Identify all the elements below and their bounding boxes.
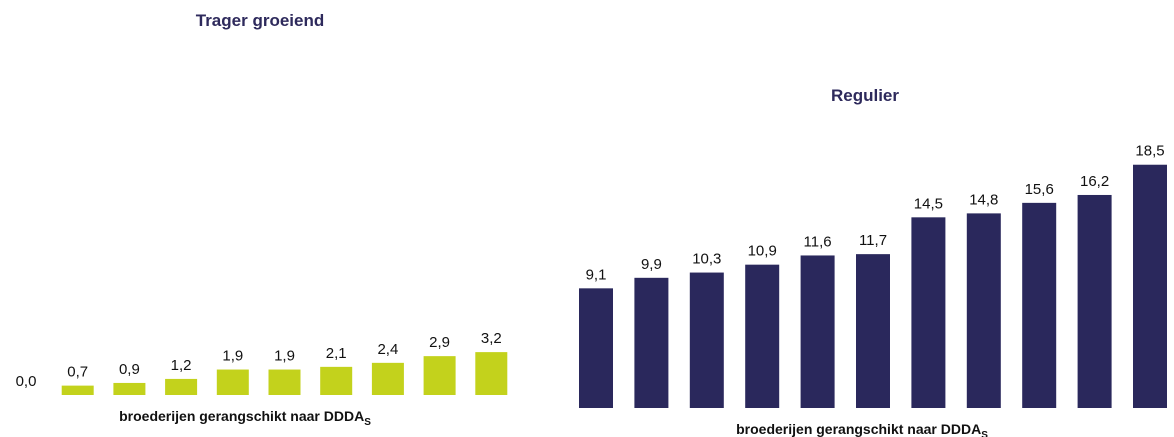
bar xyxy=(268,369,301,395)
axis-label-sub: S xyxy=(981,430,988,437)
bar xyxy=(745,264,780,408)
bar xyxy=(165,378,198,395)
value-label: 10,9 xyxy=(748,243,777,260)
value-label: 14,5 xyxy=(914,195,943,212)
axis-label-sub: S xyxy=(364,417,371,428)
value-label: 2,1 xyxy=(326,345,347,362)
bar xyxy=(800,255,835,408)
bar xyxy=(1133,164,1167,408)
value-label: 1,2 xyxy=(171,357,192,374)
chart-title: Regulier xyxy=(831,86,899,105)
value-label: 1,9 xyxy=(274,348,295,365)
bar xyxy=(216,369,249,395)
bar xyxy=(966,213,1001,408)
axis-label: broederijen gerangschikt naar DDDAS xyxy=(736,421,988,437)
value-label: 2,4 xyxy=(377,341,398,358)
bar xyxy=(856,254,890,408)
value-label: 16,2 xyxy=(1080,173,1109,190)
bar xyxy=(320,366,353,395)
value-label: 1,9 xyxy=(222,348,243,365)
bar xyxy=(113,382,146,395)
value-label: 0,7 xyxy=(67,364,88,381)
bar xyxy=(61,385,94,395)
bar xyxy=(475,352,508,395)
value-label: 9,9 xyxy=(641,256,662,273)
value-label: 3,2 xyxy=(481,330,502,347)
value-label: 10,3 xyxy=(692,251,721,268)
value-label: 0,0 xyxy=(16,373,37,390)
value-label: 11,7 xyxy=(859,232,887,249)
bar xyxy=(1077,194,1112,408)
bar xyxy=(689,272,724,408)
axis-label-main: broederijen gerangschikt naar DDDA xyxy=(736,421,981,437)
bar xyxy=(579,288,613,408)
bar xyxy=(1022,202,1057,408)
chart-title: Trager groeiend xyxy=(196,11,324,30)
value-label: 11,6 xyxy=(804,233,832,250)
value-label: 15,6 xyxy=(1025,181,1054,198)
bar xyxy=(911,217,946,408)
axis-label: broederijen gerangschikt naar DDDAS xyxy=(119,408,371,428)
value-label: 2,9 xyxy=(429,334,450,351)
value-label: 9,1 xyxy=(586,266,607,283)
value-label: 14,8 xyxy=(969,191,998,208)
value-label: 18,5 xyxy=(1135,143,1164,160)
value-label: 0,9 xyxy=(119,361,140,378)
axis-label-main: broederijen gerangschikt naar DDDA xyxy=(119,408,364,424)
bar xyxy=(371,362,404,395)
bar xyxy=(634,277,669,408)
bar xyxy=(423,356,456,395)
